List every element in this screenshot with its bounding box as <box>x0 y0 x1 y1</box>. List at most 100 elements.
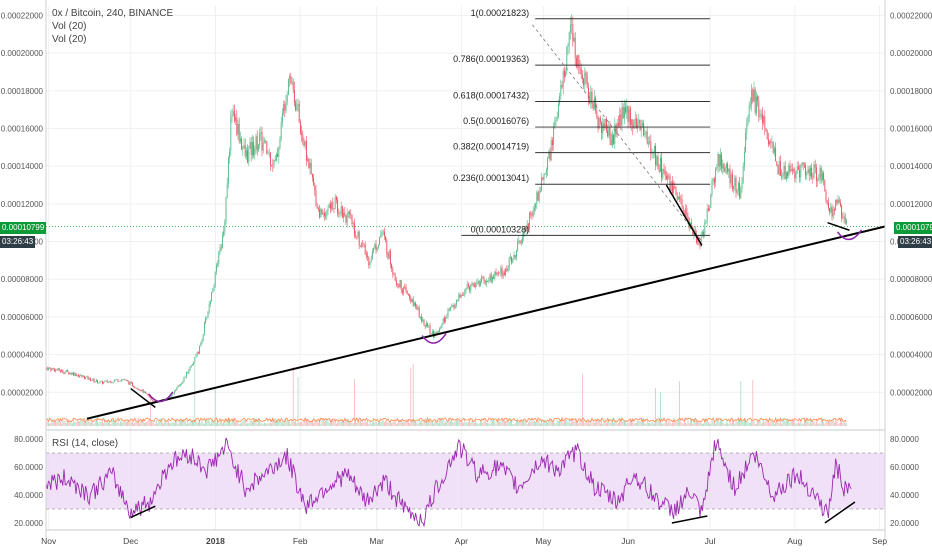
fib-trend-line[interactable] <box>532 24 703 242</box>
fib-level-label[interactable]: 0.382(0.00014719) <box>453 142 529 152</box>
candle-body <box>95 380 97 382</box>
rsi-title[interactable]: RSI (14, close) <box>52 438 119 449</box>
volume-bar <box>375 420 377 426</box>
candle-body <box>563 70 565 77</box>
rsi-tick-label-left: 80.0000 <box>14 435 43 444</box>
volume-bar <box>108 422 109 426</box>
candle-body <box>718 154 720 166</box>
bounce-arc[interactable] <box>148 391 174 403</box>
volume-bar <box>270 418 271 426</box>
volume-bar <box>54 418 55 426</box>
volume-bar <box>324 421 325 426</box>
fib-level-label[interactable]: 0.5(0.00016076) <box>463 116 529 126</box>
volume-bar <box>366 421 367 426</box>
volume-bar <box>573 421 575 426</box>
candle-body <box>712 178 714 181</box>
volume-bar <box>812 420 814 426</box>
volume-bar <box>457 418 458 426</box>
candle-body <box>473 285 475 287</box>
volume-bar <box>553 419 554 426</box>
volume-bar <box>100 421 102 426</box>
volume-bar <box>151 421 152 426</box>
volume-bar <box>795 423 797 426</box>
volume-bar <box>712 421 714 426</box>
candle-body <box>707 208 709 211</box>
volume-bar <box>96 418 97 426</box>
volume-bar <box>254 419 256 426</box>
candle-body <box>485 281 487 284</box>
divergence-line[interactable] <box>130 387 156 408</box>
rsi-divergence-line[interactable] <box>824 501 856 524</box>
fib-level-label[interactable]: 0.786(0.00019363) <box>453 54 529 64</box>
candle-body <box>777 165 779 175</box>
volume-bar <box>282 421 283 426</box>
volume-bar <box>252 421 253 426</box>
volume-bar <box>373 418 374 426</box>
volume-legend-2[interactable]: Vol (20) <box>52 34 87 45</box>
candle-body <box>356 236 358 237</box>
candle-body <box>217 264 219 265</box>
candle-body <box>232 110 234 116</box>
fib-level-label[interactable]: 0.618(0.00017432) <box>453 91 529 101</box>
candle-body <box>397 284 399 285</box>
volume-bar <box>636 422 637 426</box>
volume-bar <box>318 422 319 426</box>
symbol-title[interactable]: 0x / Bitcoin, 240, BINANCE <box>52 8 174 19</box>
volume-legend-1[interactable]: Vol (20) <box>52 21 87 32</box>
candle-body <box>274 159 276 161</box>
rsi-legend[interactable]: RSI (14, close) <box>52 437 118 450</box>
volume-bar <box>735 418 737 426</box>
volume-bar <box>579 419 581 426</box>
candle-body <box>145 391 147 394</box>
volume-bar <box>330 419 331 426</box>
candle-body <box>832 209 834 217</box>
candle-body <box>435 332 437 334</box>
volume-bar <box>122 422 124 426</box>
fibonacci-retracement[interactable]: 1(0.00021823) 0.786(0.00019363) 0.618(0.00… <box>453 8 711 242</box>
candle-body <box>142 389 144 393</box>
volume-bar <box>811 423 812 426</box>
drawings-layer[interactable] <box>86 184 886 420</box>
volume-bar <box>619 419 620 426</box>
volume-bar <box>645 423 647 426</box>
volume-bar <box>339 421 341 426</box>
volume-bar <box>405 419 407 426</box>
volume-bar <box>206 420 208 426</box>
symbol-legend[interactable]: 0x / Bitcoin, 240, BINANCE Vol (20) Vol … <box>52 7 173 46</box>
candle-body <box>218 251 220 265</box>
candle-body <box>394 275 396 281</box>
rsi-divergence-line[interactable] <box>671 515 708 524</box>
candle-body <box>301 133 303 135</box>
fib-level-label[interactable]: 0.236(0.00013041) <box>453 173 529 183</box>
candle-body <box>87 376 89 380</box>
bounce-arc[interactable] <box>421 333 447 344</box>
bounce-arc[interactable] <box>836 229 863 241</box>
volume-bar <box>217 418 218 426</box>
volume-bar <box>474 422 475 426</box>
candle-body <box>500 267 502 274</box>
volume-bar <box>406 419 408 426</box>
divergence-line[interactable] <box>827 222 850 231</box>
divergence-line[interactable] <box>665 184 703 246</box>
fib-level-label[interactable]: 0(0.00010328) <box>471 224 530 234</box>
rsi-divergence-line[interactable] <box>130 505 156 519</box>
volume-bar <box>268 423 270 426</box>
volume-bar <box>644 423 646 426</box>
candle-body <box>100 381 102 382</box>
volume-bar <box>302 423 304 426</box>
support-trendline[interactable] <box>86 225 886 420</box>
candle-body <box>785 172 787 180</box>
candle-body <box>782 175 784 177</box>
candle-body <box>77 375 79 377</box>
volume-bar <box>469 418 470 426</box>
volume-bar <box>747 422 749 426</box>
volume-bar <box>154 423 156 426</box>
candle-body <box>315 191 317 206</box>
candle-body <box>117 379 119 382</box>
volume-bar <box>381 420 383 426</box>
volume-bar <box>244 419 246 426</box>
candle-body <box>716 167 718 170</box>
volume-bar <box>628 422 630 426</box>
volume-bar <box>673 418 674 426</box>
fib-level-label[interactable]: 1(0.00021823) <box>471 8 530 18</box>
